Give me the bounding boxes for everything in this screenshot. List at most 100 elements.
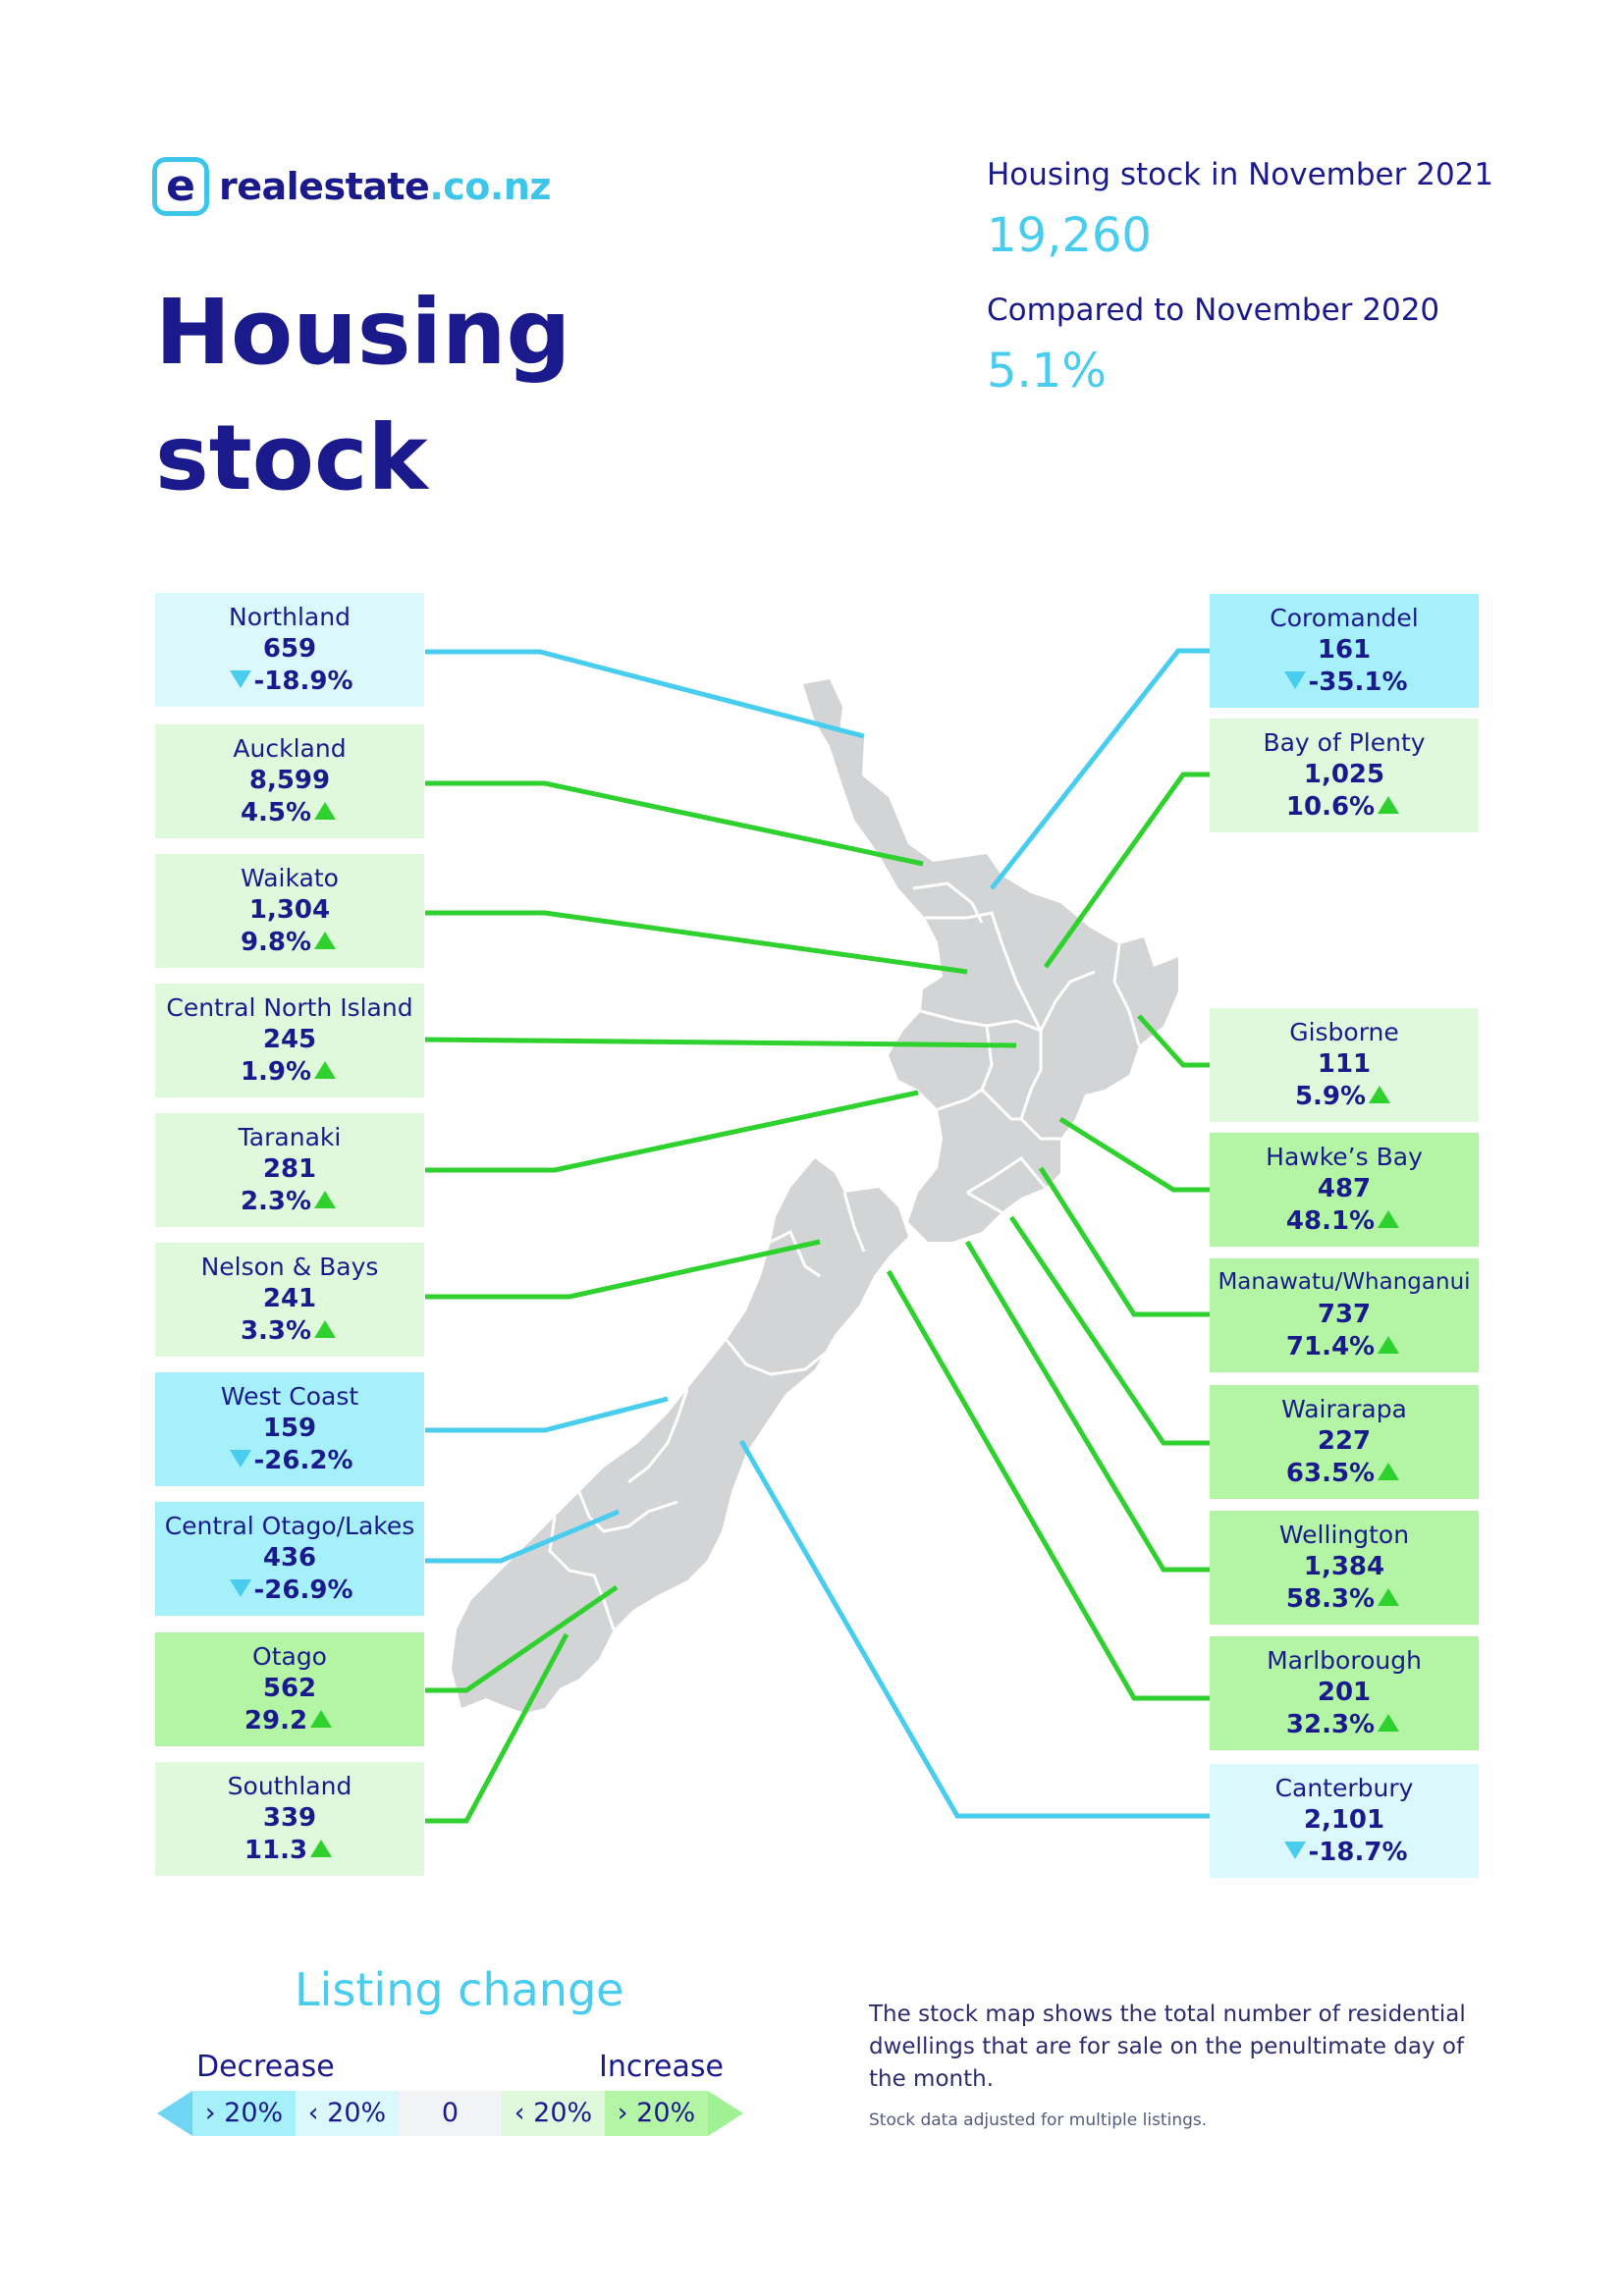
- region-change-value: -26.2%: [253, 1446, 353, 1475]
- footnote: Stock data adjusted for multiple listing…: [869, 2110, 1208, 2130]
- increase-triangle-icon: [1369, 1086, 1391, 1103]
- region-change: 58.3%: [1210, 1583, 1479, 1616]
- increase-triangle-icon: [314, 1191, 337, 1208]
- increase-triangle-icon: [314, 932, 337, 949]
- region-waikato: Waikato 1,304 9.8%: [155, 854, 424, 968]
- region-name: Wellington: [1278, 1521, 1410, 1549]
- region-change: -26.2%: [155, 1445, 424, 1477]
- region-change: 63.5%: [1210, 1458, 1479, 1490]
- region-change-value: 9.8%: [240, 928, 312, 957]
- region-name: Otago: [252, 1642, 327, 1671]
- region-change: 3.3%: [155, 1315, 424, 1348]
- region-change: 48.1%: [1210, 1205, 1479, 1238]
- region-stock: 562: [262, 1674, 317, 1703]
- region-change-value: 71.4%: [1285, 1332, 1376, 1362]
- decrease-triangle-icon: [1283, 671, 1306, 689]
- region-name: Marlborough: [1267, 1646, 1422, 1675]
- region-change: -18.9%: [155, 666, 424, 698]
- region-change-value: -18.9%: [253, 667, 353, 696]
- region-taranaki: Taranaki 281 2.3%: [155, 1113, 424, 1227]
- region-wellington: Wellington 1,384 58.3%: [1210, 1511, 1479, 1625]
- region-manawatu-whanganui: Manawatu/Whanganui 737 71.4%: [1210, 1258, 1479, 1372]
- region-change: 29.2: [155, 1705, 424, 1737]
- region-stock: 241: [262, 1284, 317, 1313]
- region-change-value: 10.6%: [1285, 792, 1376, 822]
- region-stock: 227: [1317, 1426, 1372, 1456]
- region-change-value: 1.9%: [240, 1057, 312, 1087]
- region-gisborne: Gisborne 111 5.9%: [1210, 1008, 1479, 1122]
- region-name: West Coast: [220, 1382, 359, 1411]
- region-change: 71.4%: [1210, 1331, 1479, 1363]
- region-central-otago-lakes: Central Otago/Lakes 436 -26.9%: [155, 1502, 424, 1616]
- region-change: 9.8%: [155, 927, 424, 959]
- legend-scale: › 20% ‹ 20% 0 ‹ 20% › 20%: [157, 2091, 743, 2136]
- region-name: Canterbury: [1274, 1774, 1414, 1802]
- region-change: -18.7%: [1210, 1837, 1479, 1869]
- decrease-triangle-icon: [229, 670, 251, 688]
- region-name: Central North Island: [166, 993, 413, 1022]
- region-hawkes-bay: Hawke’s Bay 487 48.1%: [1210, 1133, 1479, 1247]
- increase-triangle-icon: [1378, 1336, 1400, 1354]
- increase-triangle-icon: [310, 1710, 333, 1728]
- region-name: Southland: [227, 1772, 352, 1800]
- region-change-value: -35.1%: [1308, 667, 1408, 697]
- methodology-note: The stock map shows the total number of …: [869, 2002, 1466, 2092]
- region-name: Auckland: [233, 734, 347, 763]
- region-bay-of-plenty: Bay of Plenty 1,025 10.6%: [1210, 719, 1479, 832]
- region-stock: 111: [1317, 1049, 1372, 1079]
- region-change-value: 32.3%: [1285, 1710, 1376, 1739]
- region-change: 11.3: [155, 1835, 424, 1867]
- region-canterbury: Canterbury 2,101 -18.7%: [1210, 1764, 1479, 1878]
- region-stock: 1,025: [1303, 760, 1385, 789]
- stock-value: 19,260: [987, 208, 1152, 263]
- region-name: Taranaki: [238, 1123, 342, 1151]
- legend-zero: 0: [399, 2091, 502, 2136]
- increase-triangle-icon: [314, 1061, 337, 1079]
- region-change: 4.5%: [155, 797, 424, 829]
- brand-logo: e realestate.co.nz: [152, 155, 552, 218]
- logo-mark-icon: e: [152, 157, 209, 216]
- region-change-value: 4.5%: [240, 798, 312, 828]
- region-change: 10.6%: [1210, 791, 1479, 824]
- region-stock: 281: [262, 1154, 317, 1184]
- increase-triangle-icon: [1378, 796, 1400, 814]
- region-auckland: Auckland 8,599 4.5%: [155, 724, 424, 838]
- region-central-north-island: Central North Island 245 1.9%: [155, 984, 424, 1097]
- increase-triangle-icon: [1378, 1714, 1400, 1732]
- region-name: Nelson & Bays: [200, 1253, 379, 1281]
- region-southland: Southland 339 11.3: [155, 1762, 424, 1876]
- brand-name: realestate.co.nz: [219, 165, 552, 208]
- decrease-triangle-icon: [229, 1450, 251, 1468]
- region-change-value: 29.2: [244, 1706, 308, 1735]
- legend-increase-over-20: › 20%: [605, 2091, 708, 2136]
- region-change: 32.3%: [1210, 1709, 1479, 1741]
- brand-name-main: realestate: [219, 165, 430, 208]
- region-change: 2.3%: [155, 1186, 424, 1218]
- legend-decrease-label: Decrease: [196, 2050, 335, 2084]
- increase-triangle-icon: [1378, 1588, 1400, 1606]
- region-name: Hawke’s Bay: [1266, 1143, 1423, 1171]
- region-stock: 8,599: [248, 766, 331, 795]
- region-stock: 201: [1317, 1678, 1372, 1707]
- region-change-value: 2.3%: [240, 1187, 312, 1216]
- region-change-value: -26.9%: [253, 1575, 353, 1605]
- compare-label: Compared to November 2020: [987, 293, 1440, 328]
- legend-decrease-under-20: ‹ 20%: [296, 2091, 399, 2136]
- region-change-value: 63.5%: [1285, 1459, 1376, 1488]
- page-title-line-2: stock: [155, 405, 428, 510]
- region-change-value: 48.1%: [1285, 1206, 1376, 1236]
- region-name: Northland: [229, 603, 351, 631]
- region-northland: Northland 659 -18.9%: [155, 593, 424, 707]
- legend-increase-under-20: ‹ 20%: [502, 2091, 605, 2136]
- increase-triangle-icon: [1378, 1463, 1400, 1480]
- north-island-shape: [803, 679, 1178, 1242]
- legend-increase-label: Increase: [599, 2050, 724, 2084]
- left-arrow-icon: [157, 2091, 192, 2136]
- region-stock: 1,384: [1303, 1552, 1385, 1581]
- leader-lines: [424, 648, 1210, 1824]
- region-stock: 659: [262, 634, 317, 664]
- region-stock: 737: [1317, 1300, 1372, 1329]
- region-change: -35.1%: [1210, 667, 1479, 699]
- region-name: Central Otago/Lakes: [164, 1512, 415, 1540]
